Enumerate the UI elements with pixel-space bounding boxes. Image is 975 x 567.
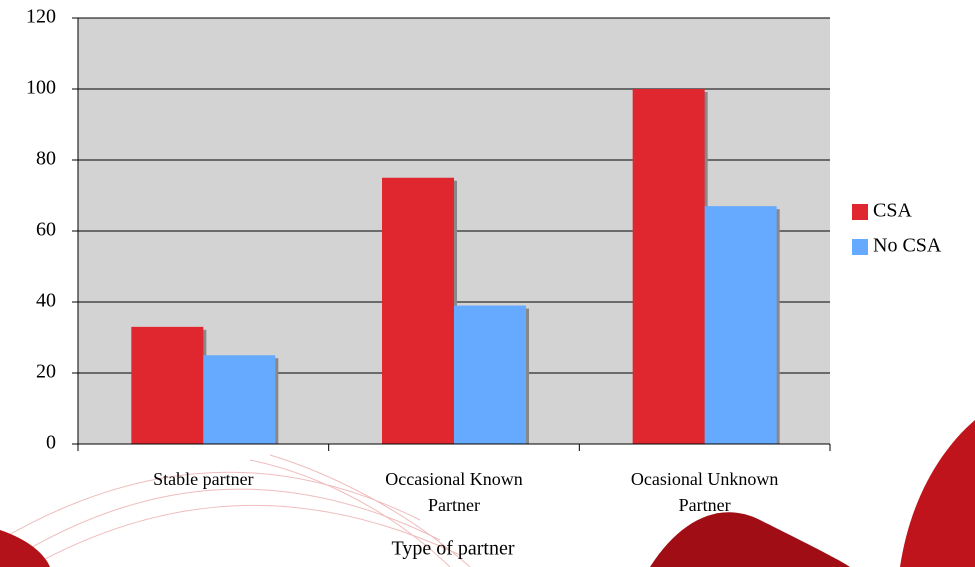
decoration bbox=[0, 530, 50, 567]
x-tick-label: Occasional Known Partner bbox=[385, 469, 523, 515]
y-tick-label: 120 bbox=[26, 6, 56, 28]
y-tick-label: 20 bbox=[36, 361, 56, 383]
y-tick-label: 40 bbox=[36, 290, 56, 312]
x-axis-title: Type of partner bbox=[392, 538, 515, 560]
bar bbox=[632, 89, 705, 444]
y-tick-label: 100 bbox=[26, 77, 56, 99]
legend-swatch bbox=[852, 239, 868, 255]
legend-label: CSA bbox=[873, 200, 912, 222]
y-tick-label: 0 bbox=[46, 432, 56, 454]
bar bbox=[704, 206, 777, 444]
legend-swatch bbox=[852, 204, 868, 220]
bar bbox=[454, 305, 526, 444]
y-tick-label: 60 bbox=[36, 219, 56, 241]
bar bbox=[203, 355, 276, 444]
x-tick-label: Ocasional Unknown Partner bbox=[630, 469, 779, 515]
bar bbox=[382, 177, 454, 444]
decoration bbox=[650, 512, 850, 567]
y-tick-label: 80 bbox=[36, 148, 56, 170]
decoration bbox=[900, 420, 975, 567]
decoration bbox=[0, 454, 471, 567]
legend-label: No CSA bbox=[873, 235, 942, 257]
x-tick-label: Stable partner bbox=[153, 469, 254, 489]
bar bbox=[131, 326, 204, 444]
